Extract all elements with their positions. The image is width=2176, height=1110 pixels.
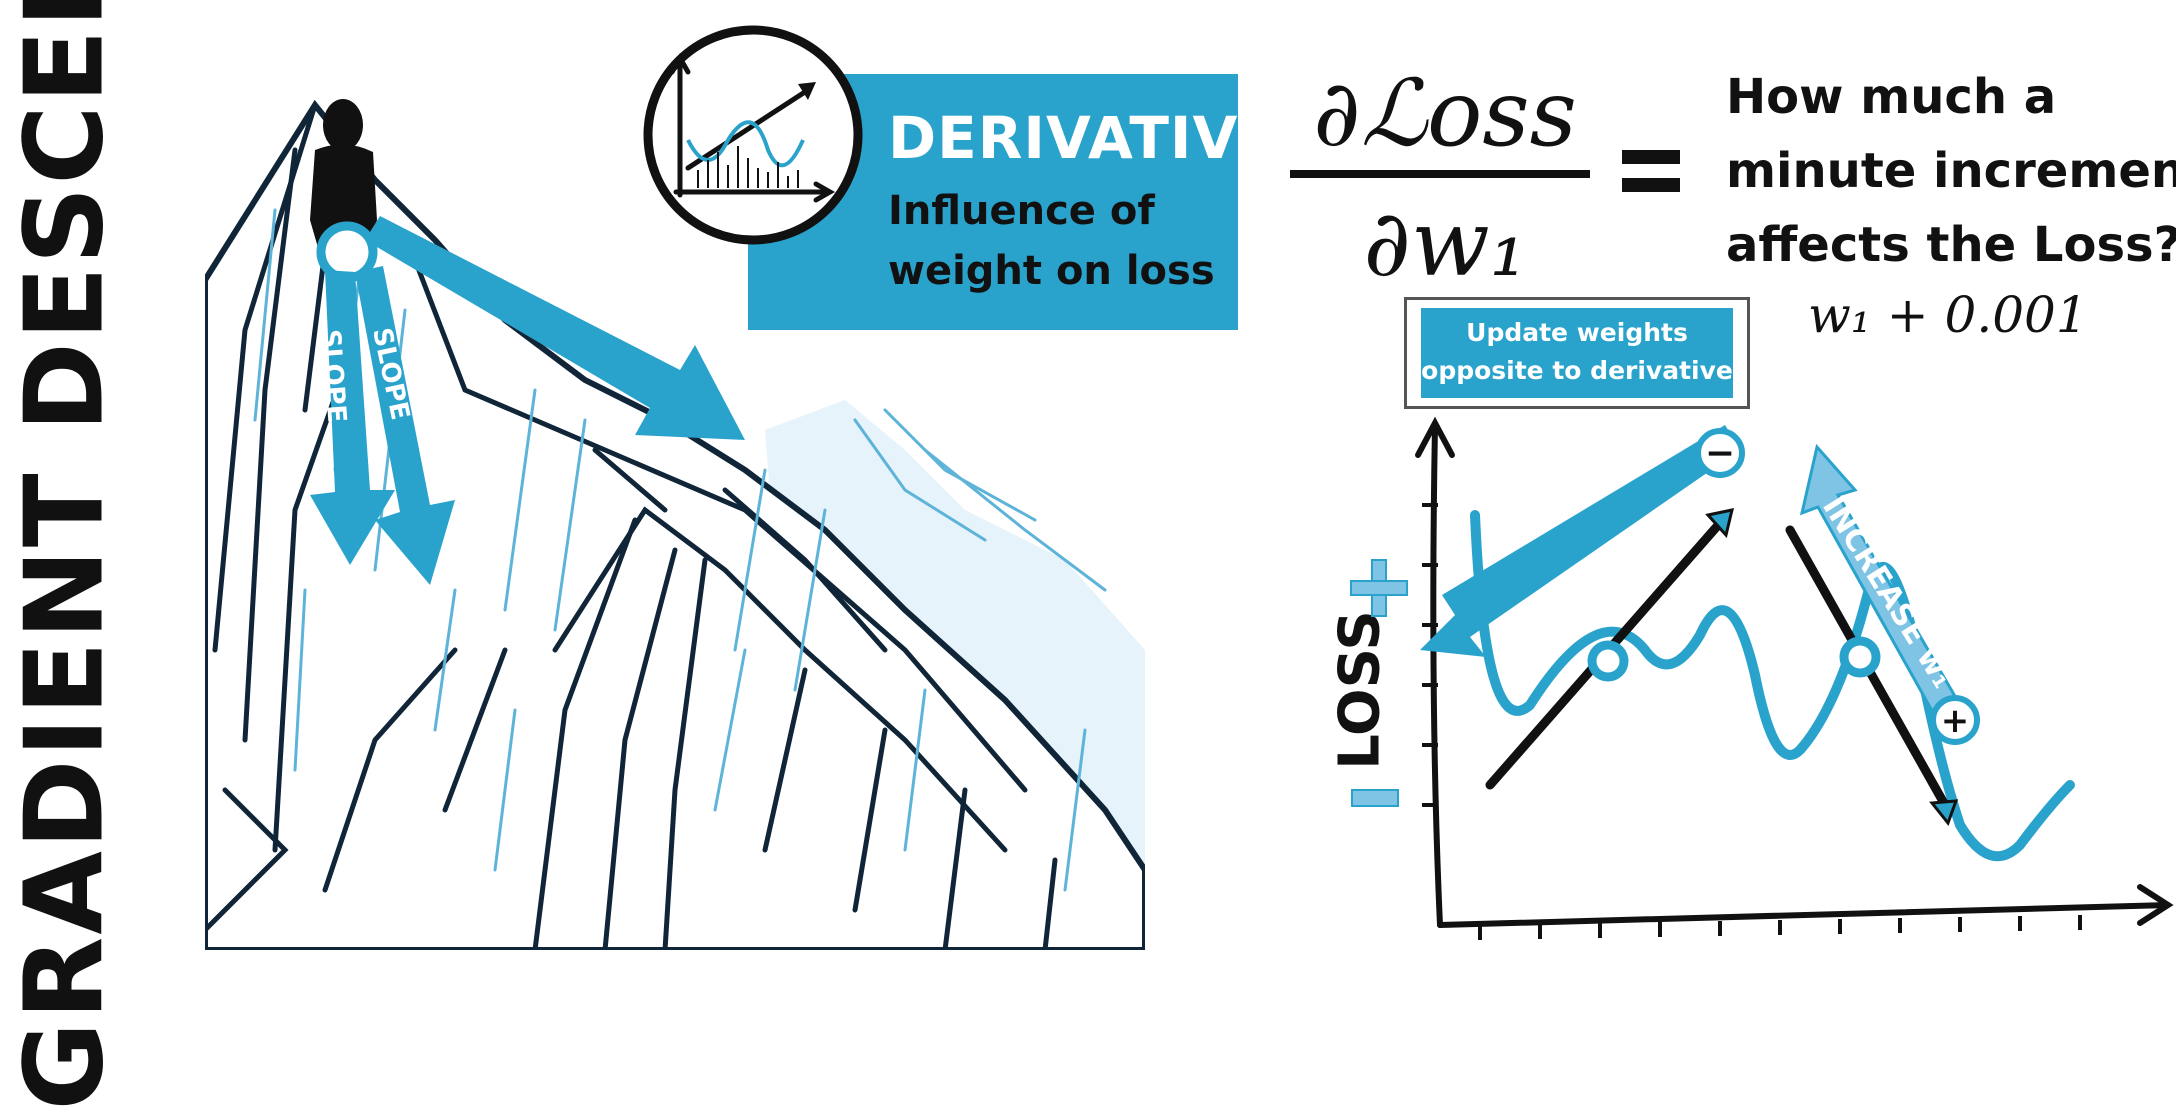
fraction-bar [1290, 170, 1590, 178]
axis-ticks [1422, 503, 2082, 940]
formula-numerator: ∂ℒoss [1313, 60, 1577, 167]
question-line2: minute increment [1726, 143, 2176, 199]
update-weights-box: Update weights opposite to derivative [1404, 297, 1750, 409]
decrease-sign-circle [1695, 428, 1745, 478]
tangent-left-arrowhead [1705, 508, 1735, 539]
increment-expression: w₁ + 0.001 [1808, 286, 2088, 344]
tangent-right-arrowhead [1929, 799, 1959, 827]
question-line1: How much a [1726, 69, 2057, 125]
loss-curve [1470, 510, 2075, 862]
main-peak [205, 99, 1145, 950]
question-text: How much a minute increment affects the … [1726, 60, 2176, 282]
derivative-formula: ∂ℒoss ∂w₁ [1280, 60, 1610, 300]
plus-indicator [1350, 559, 1408, 617]
increase-sign-circle [1930, 695, 1980, 745]
update-weights-label: Update weights opposite to derivative [1421, 308, 1733, 398]
tangent-point-right [1839, 636, 1881, 678]
derivative-title: DERIVATIVE [888, 104, 1279, 172]
slope-arrow-left [310, 270, 395, 565]
slope-label-left: SLOPE [315, 328, 351, 423]
equals-sign [1622, 150, 1680, 192]
minus-indicator [1351, 789, 1399, 807]
increase-sign: + [1941, 701, 1970, 741]
chart-icon [643, 25, 863, 245]
title-text: GRADIENT DESCENT [2, 0, 128, 1110]
decrease-sign: − [1705, 433, 1735, 474]
dark-hatching [205, 102, 1058, 950]
derivative-subtitle-line1: Influence of [888, 188, 1155, 234]
page-title: GRADIENT DESCENT [0, 0, 130, 1110]
increase-label: INCREASE w₁ [1815, 491, 1960, 695]
update-line1: Update weights [1466, 318, 1688, 347]
loss-graph: − DECREASE w₁ + INCREASE w₁ [1350, 416, 2174, 940]
slope-arrow-right [365, 216, 745, 440]
question-line3: affects the Loss? [1726, 217, 2176, 273]
slope-arrow-middle [355, 266, 455, 585]
tangent-point-left [1587, 640, 1629, 682]
graph-axes [1415, 416, 2174, 928]
slope-arrows [310, 216, 745, 585]
mountain-illustration: SLOPE SLOPE SLOPE [205, 99, 1145, 950]
decrease-arrow: − DECREASE w₁ [1420, 425, 1745, 657]
derivative-subtitle-line2: weight on loss [888, 248, 1215, 294]
update-line2: opposite to derivative [1421, 356, 1733, 385]
formula-denominator: ∂w₁ [1363, 190, 1527, 297]
